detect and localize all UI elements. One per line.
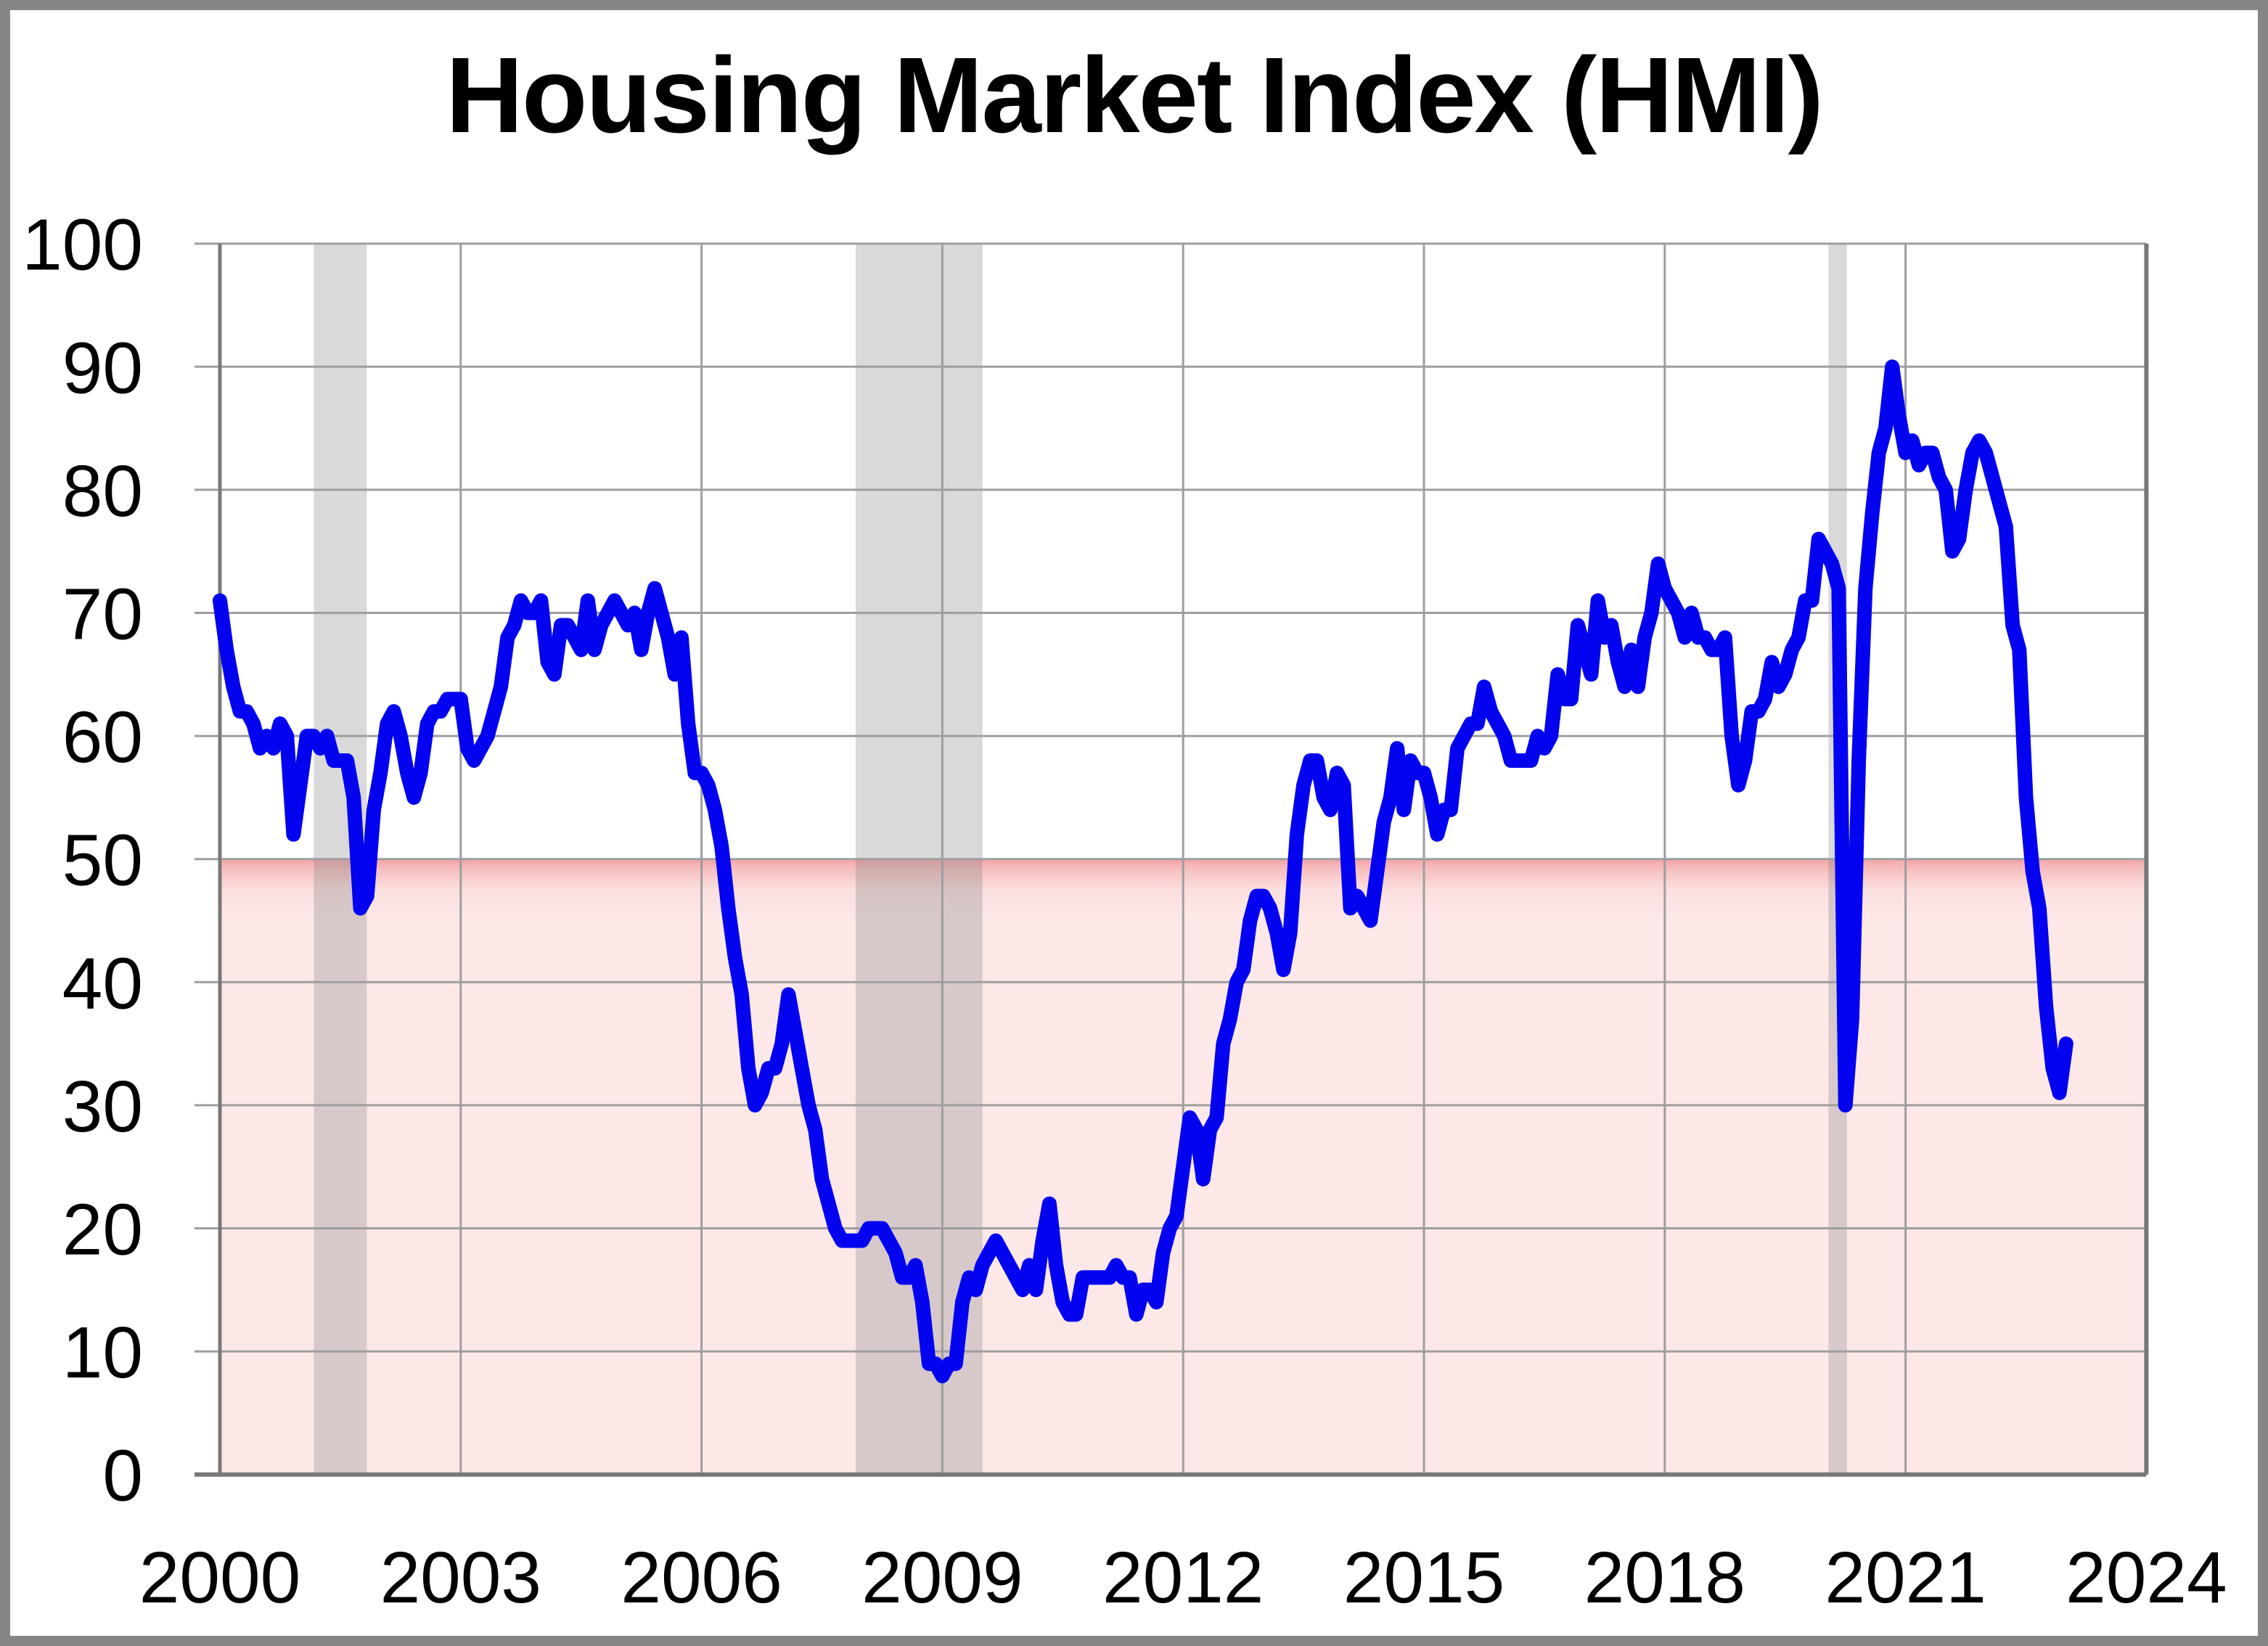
x-axis-label-2012: 2012 xyxy=(1102,1537,1264,1618)
x-axis-label-2021: 2021 xyxy=(1825,1537,1986,1618)
hmi-series-line xyxy=(213,359,2073,1383)
y-axis-label-60: 60 xyxy=(62,697,143,778)
y-axis-label-10: 10 xyxy=(62,1312,143,1393)
y-axis-label-80: 80 xyxy=(62,451,143,532)
y-axis-label-20: 20 xyxy=(62,1190,143,1271)
x-axis-label-2009: 2009 xyxy=(861,1537,1023,1618)
y-axis-label-100: 100 xyxy=(22,205,143,286)
x-axis-label-2018: 2018 xyxy=(1584,1537,1745,1618)
y-axis-label-40: 40 xyxy=(62,943,143,1024)
y-axis-label-90: 90 xyxy=(62,327,143,409)
x-axis-label-2015: 2015 xyxy=(1343,1537,1505,1618)
x-axis-label-2000: 2000 xyxy=(139,1537,300,1618)
y-axis-label-30: 30 xyxy=(62,1066,143,1147)
y-axis-label-70: 70 xyxy=(62,574,143,655)
y-axis-label-50: 50 xyxy=(62,820,143,901)
y-axis-label-0: 0 xyxy=(102,1436,143,1517)
chart-title: Housing Market Index (HMI) xyxy=(446,36,1824,155)
x-axis-label-2024: 2024 xyxy=(2066,1537,2227,1618)
x-axis-label-2003: 2003 xyxy=(380,1537,541,1618)
x-axis-label-2006: 2006 xyxy=(621,1537,782,1618)
